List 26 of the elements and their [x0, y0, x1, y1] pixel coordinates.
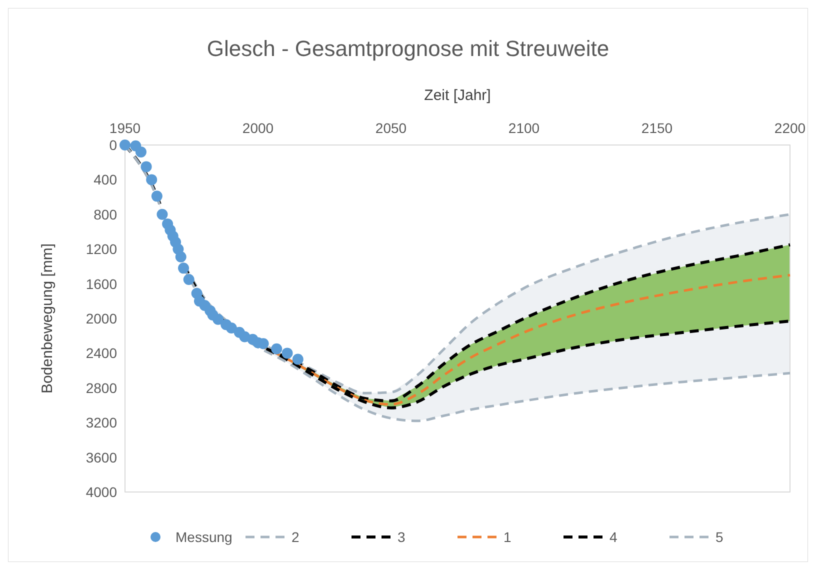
- y-tick-label: 800: [94, 206, 118, 222]
- y-tick-label: 1600: [86, 276, 118, 292]
- x-tick-label: 2100: [508, 120, 540, 136]
- y-tick-label: 1200: [86, 241, 118, 258]
- legend-label: 4: [610, 529, 618, 545]
- y-tick-label: 2400: [86, 345, 118, 362]
- y-tick-label: 0: [109, 137, 118, 153]
- y-tick-label: 3200: [86, 414, 118, 431]
- x-tick-label: 2050: [375, 120, 407, 136]
- x-tick-label: 2000: [242, 120, 274, 136]
- chart-title: Glesch - Gesamtprognose mit Streuweite: [206, 36, 610, 61]
- legend-label: 2: [292, 529, 300, 545]
- y-tick-label: 4000: [86, 484, 118, 500]
- x-tick-label: 2150: [641, 120, 673, 136]
- legend-label: 5: [716, 529, 724, 545]
- legend-label: 3: [398, 529, 406, 545]
- x-axis-title: Zeit [Jahr]: [424, 87, 491, 104]
- x-tick-label: 1950: [109, 120, 141, 136]
- legend-label: Messung: [176, 529, 232, 545]
- y-tick-label: 2800: [86, 380, 118, 396]
- x-tick-label: 2200: [774, 120, 806, 136]
- y-axis-title: Bodenbewegung [mm]: [39, 243, 56, 394]
- legend-label: 1: [504, 529, 512, 545]
- y-tick-label: 2000: [86, 310, 118, 326]
- y-tick-label: 400: [94, 172, 118, 188]
- y-tick-label: 3600: [86, 449, 118, 466]
